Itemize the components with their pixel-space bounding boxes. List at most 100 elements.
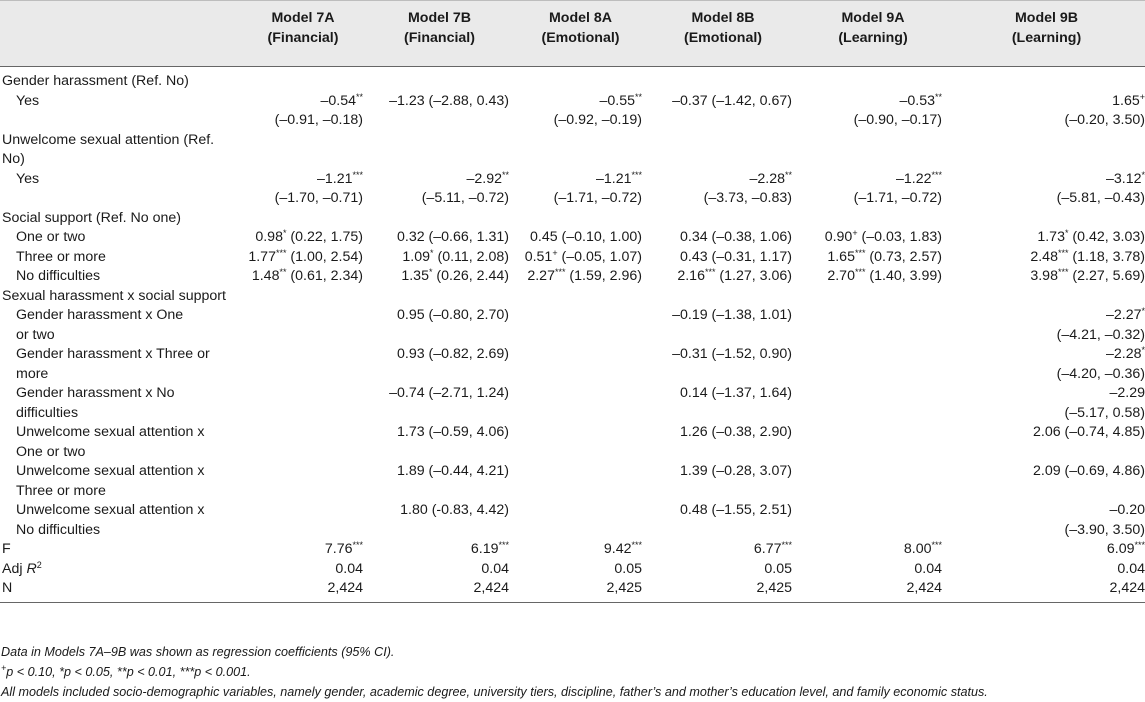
row-label: Gender harassment x No: [16, 385, 175, 401]
value-cell: 0.51+ (–0.05, 1.07): [524, 247, 642, 265]
row-label: Adj R2: [2, 559, 42, 577]
value-cell: 0.04: [1117, 560, 1145, 577]
value-cell: [513, 326, 648, 346]
value-cell: [513, 384, 648, 404]
value-cell: –1.23 (–2.88, 0.43): [389, 92, 509, 109]
row-label: One or two: [16, 443, 86, 460]
value-cell: [648, 404, 798, 424]
row-label: No difficulties: [16, 268, 101, 284]
value-cell: [240, 521, 366, 541]
table-row: (–1.70, –0.71) (–5.11, –0.72) (–1.71, –0.7…: [0, 189, 1145, 209]
value-cell: 2,424: [366, 579, 513, 603]
empty-cell: [948, 209, 1145, 229]
table-header: Model 7A (Financial) Model 7B (Financial) …: [0, 0, 1145, 67]
value-cell: [648, 111, 798, 131]
table-row: Gender harassment x One 0.95 (–0.80, 2.70…: [0, 306, 1145, 326]
value-cell: (–4.21, –0.32): [1056, 326, 1145, 343]
value-cell: (–1.71, –0.72): [553, 190, 642, 206]
empty-cell: [648, 67, 798, 92]
value-cell: 2.27*** (1.59, 2.96): [527, 267, 642, 285]
empty-cell: [366, 67, 513, 92]
value-cell: 0.45 (–0.10, 1.00): [529, 229, 642, 245]
value-cell: 7.76***: [324, 540, 363, 558]
value-cell: 1.80 (-0.83, 4.42): [400, 502, 509, 518]
value-cell: 1.73 (–0.59, 4.06): [396, 424, 509, 440]
value-cell: (–3.90, 3.50): [1064, 521, 1145, 538]
value-cell: 1.09* (0.11, 2.08): [402, 247, 509, 265]
value-cell: –2.27*: [1105, 306, 1145, 324]
table-footnotes: Data in Models 7A–9B was shown as regres…: [0, 642, 1145, 702]
section-row: Gender harassment (Ref. No): [0, 67, 1145, 92]
value-cell: –0.37 (–1.42, 0.67): [672, 92, 792, 109]
empty-cell: [948, 131, 1145, 170]
value-cell: 8.00***: [903, 540, 942, 558]
value-cell: (–0.92, –0.19): [553, 112, 642, 128]
header-cell-variable: [0, 0, 240, 67]
value-cell: 2,425: [513, 579, 648, 603]
regression-table: Model 7A (Financial) Model 7B (Financial) …: [0, 0, 1145, 603]
footnote-significance: +p < 0.10, *p < 0.05, **p < 0.01, ***p <…: [1, 663, 251, 680]
value-cell: –2.29: [1109, 385, 1145, 401]
value-cell: [366, 326, 513, 346]
footnote-covariates: All models included socio-demographic va…: [1, 685, 988, 699]
table-row: Yes –1.21*** –2.92** –1.21*** –2.28** –1.22**…: [0, 170, 1145, 190]
empty-cell: [798, 131, 948, 170]
value-cell: [798, 345, 948, 365]
empty-cell: [366, 287, 513, 307]
table-row: difficulties (–5.17, 0.58): [0, 404, 1145, 424]
table-row: One or two: [0, 443, 1145, 463]
value-cell: [513, 423, 648, 443]
value-cell: [366, 404, 513, 424]
value-cell: [240, 345, 366, 365]
value-cell: 6.77***: [753, 540, 792, 558]
value-cell: 1.26 (–0.38, 2.90): [679, 424, 792, 440]
value-cell: 0.43 (–0.31, 1.17): [679, 248, 792, 265]
value-cell: –2.28*: [1105, 345, 1145, 363]
value-cell: 0.04: [335, 560, 363, 577]
empty-cell: [648, 287, 798, 307]
value-cell: 2,425: [648, 579, 798, 603]
value-cell: (–0.90, –0.17): [853, 112, 942, 128]
row-label: Yes: [16, 170, 40, 187]
value-cell: (–1.71, –0.72): [853, 190, 942, 206]
section-row: Social support (Ref. No one): [0, 209, 1145, 229]
value-cell: [513, 404, 648, 424]
empty-cell: [513, 131, 648, 170]
empty-cell: [948, 67, 1145, 92]
stat-row: F 7.76*** 6.19*** 9.42*** 6.77*** 8.00*** 6.09…: [0, 540, 1145, 560]
empty-cell: [240, 287, 366, 307]
value-cell: [648, 482, 798, 502]
value-cell: [798, 501, 948, 521]
value-cell: 0.90+ (–0.03, 1.83): [824, 228, 942, 246]
row-label: Unwelcome sexual attention (Ref. No): [2, 131, 215, 168]
stat-row: Adj R2 0.04 0.04 0.05 0.05 0.04 0.04: [0, 560, 1145, 580]
row-label: Yes: [16, 92, 40, 109]
value-cell: [240, 404, 366, 424]
value-cell: [240, 482, 366, 502]
value-cell: (–5.81, –0.43): [1056, 190, 1145, 206]
row-label: Unwelcome sexual attention x: [16, 502, 205, 518]
table-row: Gender harassment x Three or 0.93 (–0.82,…: [0, 345, 1145, 365]
empty-cell: [366, 209, 513, 229]
value-cell: [240, 462, 366, 482]
value-cell: 0.14 (–1.37, 1.64): [679, 385, 792, 401]
value-cell: (–1.70, –0.71): [274, 190, 363, 206]
empty-cell: [798, 67, 948, 92]
header-cell-model-9b: Model 9B (Learning): [948, 0, 1145, 67]
row-label: Unwelcome sexual attention x: [16, 424, 205, 440]
table-row: more (–4.20, –0.36): [0, 365, 1145, 385]
row-label: Three or more: [16, 248, 106, 265]
row-label: Gender harassment (Ref. No): [2, 73, 189, 89]
value-cell: [240, 501, 366, 521]
row-label: Three or more: [16, 482, 106, 499]
row-label: Unwelcome sexual attention x: [16, 463, 205, 479]
value-cell: (–5.11, –0.72): [421, 190, 509, 206]
value-cell: [513, 306, 648, 326]
row-label: or two: [16, 326, 55, 343]
value-cell: [366, 521, 513, 541]
value-cell: [240, 365, 366, 385]
value-cell: [240, 306, 366, 326]
value-cell: [648, 443, 798, 463]
value-cell: 6.19***: [470, 540, 509, 558]
value-cell: [513, 443, 648, 463]
